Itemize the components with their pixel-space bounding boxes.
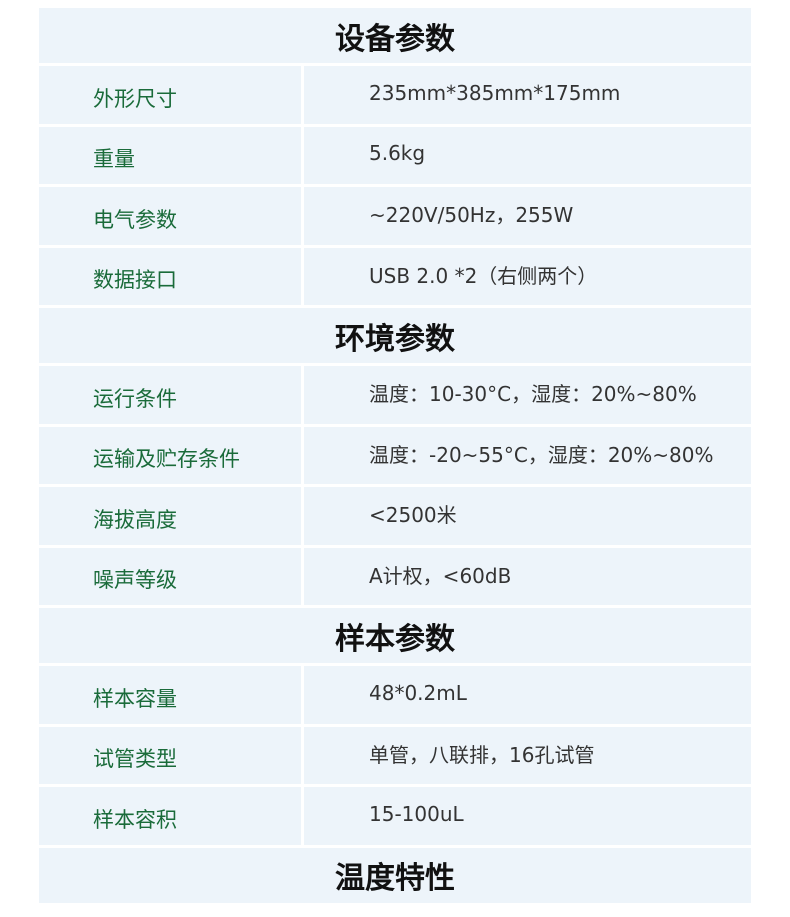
- spec-value: ~220V/50Hz，255W: [304, 187, 751, 245]
- spec-row: 样本容积 15-100uL: [39, 787, 751, 845]
- spec-label: 样本容量: [39, 666, 301, 724]
- spec-label: 噪声等级: [39, 547, 301, 605]
- spec-row: 数据接口 USB 2.0 *2（右侧两个）: [39, 247, 751, 305]
- spec-label: 海拔高度: [39, 487, 301, 545]
- section-header: 设备参数: [39, 8, 751, 63]
- spec-label: 电气参数: [39, 187, 301, 245]
- spec-label: 外形尺寸: [39, 66, 301, 124]
- spec-row: 运输及贮存条件 温度：-20~55°C，湿度：20%~80%: [39, 426, 751, 484]
- spec-row: 重量 5.6kg: [39, 126, 751, 184]
- spec-label: 样本容积: [39, 787, 301, 845]
- spec-row: 试管类型 单管，八联排，16孔试管: [39, 726, 751, 784]
- spec-label: 运输及贮存条件: [39, 426, 301, 484]
- spec-row: 噪声等级 A计权，<60dB: [39, 547, 751, 605]
- spec-table: 设备参数 外形尺寸 235mm*385mm*175mm 重量 5.6kg 电气参数 ~220…: [39, 8, 751, 906]
- spec-value: 235mm*385mm*175mm: [304, 66, 751, 124]
- spec-label: 重量: [39, 126, 301, 184]
- spec-row: 海拔高度 <2500米: [39, 487, 751, 545]
- spec-label: 试管类型: [39, 726, 301, 784]
- section-header: 样本参数: [39, 608, 751, 663]
- spec-value: 单管，八联排，16孔试管: [304, 726, 751, 784]
- section-header: 环境参数: [39, 308, 751, 363]
- spec-value: 48*0.2mL: [304, 666, 751, 724]
- spec-label: 运行条件: [39, 366, 301, 424]
- spec-value: 5.6kg: [304, 126, 751, 184]
- section-header: 温度特性: [39, 847, 751, 903]
- spec-row: 外形尺寸 235mm*385mm*175mm: [39, 66, 751, 124]
- spec-value: USB 2.0 *2（右侧两个）: [304, 247, 751, 305]
- spec-value: 15-100uL: [304, 787, 751, 845]
- spec-row: 电气参数 ~220V/50Hz，255W: [39, 187, 751, 245]
- spec-value: A计权，<60dB: [304, 547, 751, 605]
- spec-value: 温度：10-30°C，湿度：20%~80%: [304, 366, 751, 424]
- spec-value: <2500米: [304, 487, 751, 545]
- spec-value: 温度：-20~55°C，湿度：20%~80%: [304, 426, 751, 484]
- spec-label: 数据接口: [39, 247, 301, 305]
- spec-row: 样本容量 48*0.2mL: [39, 666, 751, 724]
- spec-row: 运行条件 温度：10-30°C，湿度：20%~80%: [39, 366, 751, 424]
